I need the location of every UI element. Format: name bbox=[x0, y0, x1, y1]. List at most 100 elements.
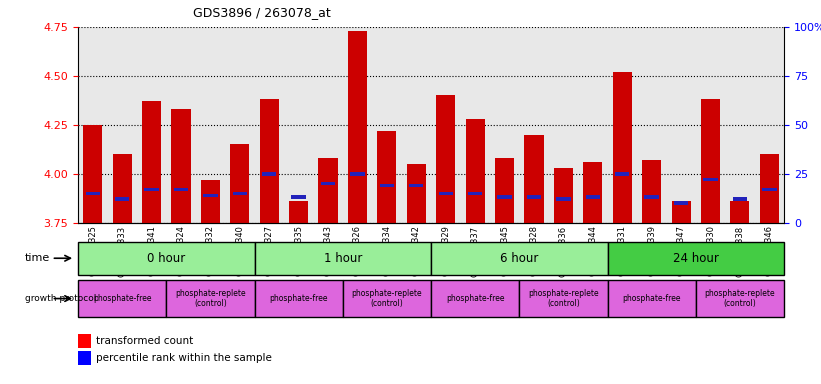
Bar bbox=[174, 188, 188, 191]
Bar bbox=[733, 197, 747, 201]
Bar bbox=[255, 242, 431, 275]
Bar bbox=[115, 197, 129, 201]
Bar bbox=[343, 280, 431, 317]
Bar bbox=[343, 27, 372, 223]
Bar bbox=[667, 27, 695, 223]
Bar bbox=[289, 201, 308, 223]
Bar bbox=[548, 27, 578, 223]
Bar bbox=[78, 27, 108, 223]
Text: phosphate-free: phosphate-free bbox=[93, 294, 151, 303]
Text: 1 hour: 1 hour bbox=[323, 252, 362, 265]
Bar bbox=[644, 195, 658, 199]
Bar bbox=[701, 99, 720, 223]
Bar bbox=[725, 27, 754, 223]
Text: phosphate-replete
(control): phosphate-replete (control) bbox=[704, 289, 775, 308]
Bar bbox=[695, 280, 784, 317]
Bar bbox=[225, 27, 255, 223]
Bar bbox=[642, 160, 661, 223]
Bar bbox=[490, 27, 519, 223]
Bar bbox=[466, 119, 484, 223]
Text: 24 hour: 24 hour bbox=[673, 252, 718, 265]
Bar bbox=[78, 280, 166, 317]
Bar bbox=[608, 242, 784, 275]
Text: growth protocol: growth protocol bbox=[25, 294, 96, 303]
Bar bbox=[461, 27, 490, 223]
Bar bbox=[112, 154, 131, 223]
Bar bbox=[674, 201, 688, 205]
Bar bbox=[255, 27, 284, 223]
Text: phosphate-free: phosphate-free bbox=[269, 294, 328, 303]
Text: 6 hour: 6 hour bbox=[500, 252, 539, 265]
Bar bbox=[409, 184, 424, 187]
Text: phosphate-replete
(control): phosphate-replete (control) bbox=[528, 289, 599, 308]
Bar bbox=[696, 27, 725, 223]
Text: percentile rank within the sample: percentile rank within the sample bbox=[96, 353, 272, 363]
Bar bbox=[378, 131, 397, 223]
Bar bbox=[142, 101, 161, 223]
Bar bbox=[230, 144, 250, 223]
Bar bbox=[172, 109, 190, 223]
Bar bbox=[583, 162, 603, 223]
Text: transformed count: transformed count bbox=[96, 336, 193, 346]
Bar bbox=[259, 99, 279, 223]
Bar bbox=[585, 195, 600, 199]
Bar bbox=[319, 158, 337, 223]
Bar bbox=[525, 135, 544, 223]
Bar bbox=[195, 27, 225, 223]
Bar bbox=[557, 197, 571, 201]
Bar bbox=[166, 27, 195, 223]
Bar bbox=[372, 27, 401, 223]
Bar bbox=[204, 194, 218, 197]
Bar bbox=[406, 164, 426, 223]
Bar bbox=[255, 280, 343, 317]
Bar bbox=[348, 31, 367, 223]
Bar bbox=[608, 280, 696, 317]
Bar bbox=[137, 27, 166, 223]
Bar bbox=[351, 172, 365, 175]
Bar bbox=[83, 125, 103, 223]
Bar bbox=[78, 242, 255, 275]
Bar bbox=[519, 280, 608, 317]
Bar bbox=[314, 27, 343, 223]
Bar bbox=[578, 27, 608, 223]
Bar bbox=[321, 182, 335, 185]
Bar bbox=[554, 168, 573, 223]
Text: phosphate-replete
(control): phosphate-replete (control) bbox=[175, 289, 245, 308]
Text: phosphate-replete
(control): phosphate-replete (control) bbox=[351, 289, 422, 308]
Bar bbox=[754, 27, 784, 223]
Bar bbox=[108, 27, 137, 223]
Bar bbox=[431, 242, 608, 275]
Text: GDS3896 / 263078_at: GDS3896 / 263078_at bbox=[193, 6, 331, 19]
Bar bbox=[85, 192, 100, 195]
Bar bbox=[704, 178, 718, 181]
Bar bbox=[144, 188, 158, 191]
Bar bbox=[672, 201, 690, 223]
Bar bbox=[431, 27, 461, 223]
Text: phosphate-free: phosphate-free bbox=[622, 294, 681, 303]
Bar bbox=[495, 158, 514, 223]
Bar bbox=[201, 180, 220, 223]
Text: phosphate-free: phosphate-free bbox=[446, 294, 504, 303]
Bar bbox=[431, 280, 519, 317]
Bar bbox=[262, 172, 277, 175]
Bar bbox=[401, 27, 431, 223]
Bar bbox=[78, 351, 90, 365]
Bar bbox=[438, 192, 453, 195]
Bar bbox=[284, 27, 314, 223]
Bar bbox=[615, 172, 630, 175]
Bar bbox=[527, 195, 541, 199]
Bar bbox=[498, 195, 511, 199]
Bar bbox=[468, 192, 482, 195]
Text: time: time bbox=[25, 253, 50, 263]
Bar bbox=[232, 192, 247, 195]
Bar bbox=[436, 95, 456, 223]
Bar bbox=[731, 201, 750, 223]
Bar bbox=[762, 188, 777, 191]
Text: 0 hour: 0 hour bbox=[147, 252, 186, 265]
Bar bbox=[78, 334, 90, 348]
Bar bbox=[519, 27, 548, 223]
Bar bbox=[637, 27, 667, 223]
Bar bbox=[759, 154, 779, 223]
Bar bbox=[291, 195, 305, 199]
Bar bbox=[380, 184, 394, 187]
